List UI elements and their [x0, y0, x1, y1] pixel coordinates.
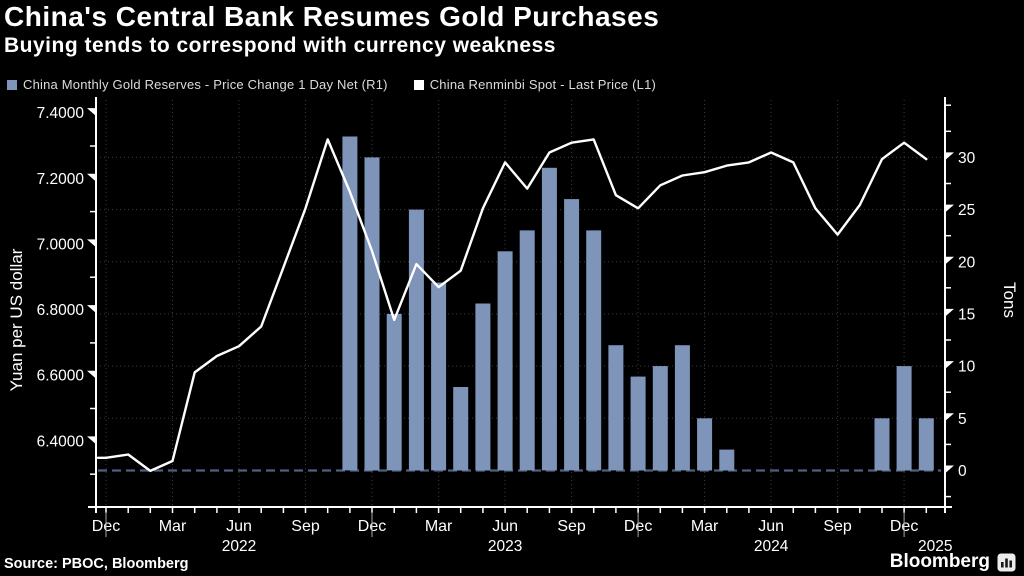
- gold-purchase-bar: [697, 418, 713, 471]
- legend-label-gold-reserves: China Monthly Gold Reserves - Price Chan…: [23, 77, 388, 92]
- svg-text:Mar: Mar: [159, 518, 187, 535]
- svg-text:6.4000: 6.4000: [37, 433, 85, 450]
- gold-purchase-bar: [431, 282, 447, 471]
- svg-text:Jun: Jun: [226, 518, 252, 535]
- right-axis-title: Tons: [1000, 282, 1019, 318]
- source-note: Source: PBOC, Bloomberg: [4, 556, 189, 572]
- legend-label-renminbi: China Renminbi Spot - Last Price (L1): [429, 77, 657, 92]
- svg-text:2022: 2022: [222, 538, 256, 555]
- bloomberg-terminal-icon: [997, 553, 1016, 572]
- bloomberg-wordmark: Bloomberg: [889, 551, 990, 572]
- svg-text:15: 15: [958, 306, 975, 323]
- svg-text:20: 20: [958, 254, 976, 271]
- svg-text:Jun: Jun: [758, 518, 784, 535]
- gold-purchase-bar: [586, 230, 602, 471]
- svg-text:25: 25: [958, 202, 975, 219]
- gold-purchase-bar: [719, 449, 735, 471]
- svg-text:30: 30: [958, 150, 976, 167]
- svg-text:Sep: Sep: [291, 518, 320, 535]
- gold-purchase-bar: [918, 418, 934, 471]
- svg-text:6.8000: 6.8000: [37, 302, 85, 319]
- gold-purchase-bar: [652, 366, 668, 471]
- gold-purchase-bar: [453, 387, 469, 471]
- svg-text:7.0000: 7.0000: [37, 236, 85, 253]
- svg-text:7.2000: 7.2000: [37, 171, 85, 188]
- svg-text:Jun: Jun: [492, 518, 518, 535]
- legend-swatch-renminbi-line: [413, 79, 424, 90]
- svg-text:6.6000: 6.6000: [37, 368, 85, 385]
- gold-purchase-bar: [475, 303, 491, 471]
- gold-purchase-bar: [541, 167, 557, 471]
- legend-swatch-gold-reserves-bar: [7, 79, 17, 90]
- x-axis: Dec Mar Jun Sep Dec Mar Jun Sep Dec Mar Jun Sep Dec2…: [92, 507, 953, 555]
- gold-reserves-bars: [342, 136, 934, 471]
- gold-purchase-bar: [519, 230, 535, 471]
- gold-purchase-bar: [342, 136, 358, 471]
- right-axis: 30 25 20 15 10 5 0 Tons: [945, 104, 1019, 498]
- gold-purchase-bar: [630, 376, 646, 471]
- svg-text:2024: 2024: [754, 538, 789, 555]
- gold-purchase-bar: [386, 313, 402, 471]
- left-axis: 7.4000 7.2000 7.0000 6.8000 6.6000 6.4000 Yuan…: [7, 105, 96, 475]
- svg-text:7.4000: 7.4000: [37, 105, 85, 122]
- svg-text:0: 0: [958, 463, 967, 480]
- renminbi-line: [96, 138, 928, 473]
- gold-purchase-bar: [874, 418, 890, 471]
- svg-text:5: 5: [958, 411, 967, 428]
- chart-subtitle: Buying tends to correspond with currency…: [4, 34, 556, 57]
- gold-purchase-bar: [896, 366, 912, 471]
- gold-purchase-bar: [364, 157, 380, 471]
- svg-text:10: 10: [958, 359, 976, 376]
- svg-text:Mar: Mar: [425, 518, 453, 535]
- gold-purchase-bar: [497, 251, 513, 471]
- chart-title: China's Central Bank Resumes Gold Purcha…: [4, 1, 660, 32]
- gold-purchase-bar: [608, 345, 624, 471]
- gold-purchase-bar: [564, 199, 580, 471]
- svg-text:Sep: Sep: [557, 518, 586, 535]
- svg-text:2023: 2023: [488, 538, 522, 555]
- left-axis-title: Yuan per US dollar: [7, 248, 26, 391]
- svg-text:Sep: Sep: [823, 518, 852, 535]
- gold-purchase-bar: [674, 345, 690, 471]
- svg-text:2025: 2025: [918, 538, 952, 555]
- legend: China Monthly Gold Reserves - Price Chan…: [7, 77, 656, 92]
- bloomberg-logo: Bloomberg: [890, 551, 1016, 573]
- svg-text:Mar: Mar: [691, 518, 719, 535]
- gold-purchase-bar: [408, 209, 424, 471]
